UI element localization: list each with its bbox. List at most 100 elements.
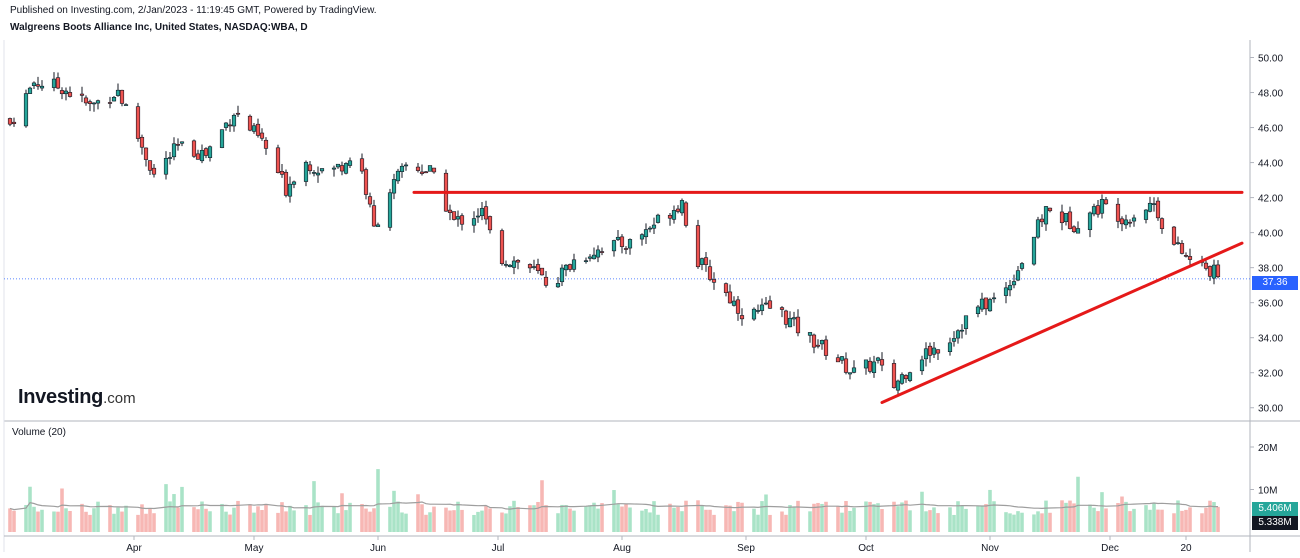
last-price-tag: 37.36 (1252, 276, 1298, 290)
volume-bar (728, 505, 732, 532)
candle-body (7, 118, 13, 125)
volume-bar (612, 490, 616, 532)
volume-bar (96, 501, 100, 532)
volume-bar (964, 508, 968, 532)
volume-bar (1160, 509, 1164, 532)
candle-body (291, 181, 297, 185)
candle-body (543, 276, 549, 286)
candle-body (751, 308, 757, 320)
candle-body (151, 167, 157, 175)
candle-body (703, 257, 709, 265)
volume-bar (572, 510, 576, 532)
price-tick-label: 40.00 (1258, 229, 1283, 240)
candle-body (619, 236, 625, 247)
candle-body (315, 172, 321, 176)
time-tick-label: Nov (981, 543, 999, 554)
candlestick-series (7, 72, 1221, 397)
price-tick-label: 50.00 (1258, 54, 1283, 65)
volume-bar (1200, 513, 1204, 532)
candle-body (707, 266, 713, 280)
candle-body (727, 291, 733, 304)
candle-body (807, 332, 813, 336)
candle-body (287, 183, 293, 197)
volume-bar (24, 505, 28, 532)
candle-body (487, 216, 493, 231)
volume-tick-label: 10M (1258, 486, 1277, 497)
candle-body (819, 340, 825, 345)
candle-body (479, 208, 485, 217)
volume-bar (112, 513, 116, 532)
volume-bar (992, 501, 996, 532)
volume-bar (620, 506, 624, 532)
candle-body (927, 345, 933, 356)
volume-bar (452, 510, 456, 532)
candle-body (1207, 266, 1213, 277)
candle-body (371, 205, 377, 227)
candle-body (367, 196, 373, 205)
volume-bar (372, 508, 376, 532)
candle-body (279, 171, 285, 175)
candle-body (1099, 199, 1105, 214)
investing-logo: Investing.com (18, 386, 136, 409)
volume-series (8, 469, 1220, 532)
volume-bar (980, 505, 984, 532)
volume-bar (176, 507, 180, 532)
volume-bar (796, 500, 800, 532)
volume-bar (404, 513, 408, 532)
volume-bar (788, 505, 792, 532)
candle-body (175, 144, 181, 146)
candle-body (275, 147, 281, 173)
candle-body (615, 236, 621, 240)
candle-body (963, 315, 969, 329)
price-tick-label: 42.00 (1258, 194, 1283, 205)
time-tick-label: 20 (1180, 543, 1192, 554)
candle-body (843, 358, 849, 373)
volume-bar (308, 514, 312, 532)
candle-body (755, 310, 761, 312)
volume-bar (304, 505, 308, 532)
candle-body (375, 224, 381, 227)
volume-bar (752, 508, 756, 532)
volume-bar (672, 507, 676, 532)
candle-body (651, 224, 657, 229)
candle-body (899, 374, 905, 384)
candle-body (27, 87, 33, 94)
volume-bar (420, 504, 424, 532)
candle-body (1183, 255, 1189, 257)
volume-bar (236, 500, 240, 532)
symbol-title: Walgreens Boots Alliance Inc, United Sta… (10, 22, 308, 33)
volume-bar (768, 514, 772, 532)
candle-body (539, 267, 545, 276)
candle-body (531, 266, 537, 268)
candle-body (63, 90, 69, 95)
candle-body (55, 77, 61, 89)
candle-body (195, 153, 201, 160)
volume-bar (1184, 509, 1188, 532)
candle-body (319, 168, 325, 172)
volume-bar (1100, 492, 1104, 532)
volume-bar (896, 506, 900, 532)
candle-body (571, 259, 577, 270)
candle-body (879, 359, 885, 366)
volume-bar (1208, 500, 1212, 532)
volume-bar (1008, 513, 1012, 532)
candle-body (739, 315, 745, 320)
volume-bar (512, 500, 516, 532)
candle-body (423, 171, 429, 174)
volume-bar (124, 505, 128, 532)
volume-bar (668, 503, 672, 532)
candle-body (147, 160, 153, 171)
candle-body (611, 240, 617, 252)
candle-body (31, 82, 37, 86)
volume-bar (1152, 503, 1156, 532)
volume-bar (172, 494, 176, 532)
volume-bar (988, 489, 992, 532)
candle-body (1047, 207, 1053, 212)
candle-body (415, 166, 421, 171)
volume-bar (960, 505, 964, 532)
volume-bar (616, 503, 620, 532)
volume-bar (316, 502, 320, 532)
candle-body (283, 171, 289, 196)
volume-bar (284, 511, 288, 532)
price-tick-label: 38.00 (1258, 264, 1283, 275)
